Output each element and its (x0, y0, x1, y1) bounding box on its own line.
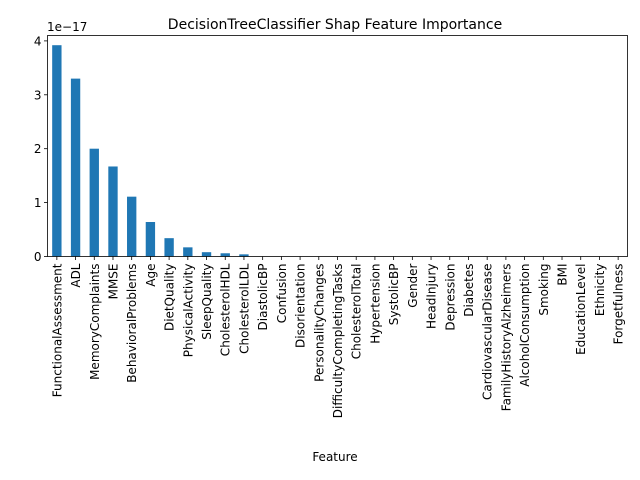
x-tick-label: DifficultyCompletingTasks (331, 264, 345, 419)
x-tick-label: SleepQuality (200, 264, 214, 340)
x-tick-label: Hypertension (368, 264, 382, 344)
x-tick-label: Disorientation (294, 264, 308, 348)
x-tick-label: DietQuality (163, 264, 177, 332)
x-tick-label: EducationLevel (574, 264, 588, 355)
bar (220, 253, 230, 257)
bar (52, 45, 62, 257)
bar (70, 78, 81, 257)
x-tick-label: MMSE (106, 264, 120, 300)
x-tick-label: CholesterolLDL (237, 263, 251, 354)
x-axis-ticks: FunctionalAssessment ADL MemoryComplaints M… (50, 256, 626, 419)
bar (183, 247, 193, 257)
x-tick-label: BehavioralProblems (125, 264, 139, 383)
x-tick-label: Gender (406, 263, 420, 307)
bar (108, 166, 118, 257)
y-axis-ticks: 0 1 2 3 4 (34, 34, 48, 264)
y-tick-label: 2 (34, 142, 42, 156)
y-tick-label: 4 (34, 34, 42, 48)
y-tick-label: 0 (34, 250, 42, 264)
x-tick-label: PhysicalActivity (181, 264, 195, 358)
y-tick-label: 1 (34, 196, 42, 210)
bar (239, 254, 249, 257)
x-tick-label: DiastolicBP (256, 264, 270, 331)
bar (145, 222, 156, 257)
x-tick-label: Ethnicity (593, 264, 607, 317)
x-tick-label: Forgetfulness (612, 264, 626, 345)
x-axis-label: Feature (312, 450, 357, 464)
y-tick-label: 3 (34, 88, 42, 102)
x-tick-label: BMI (556, 264, 570, 286)
x-tick-label: Depression (443, 264, 457, 331)
x-tick-label: FunctionalAssessment (50, 263, 64, 397)
x-tick-label: Confusion (275, 264, 289, 324)
x-tick-label: Diabetes (462, 264, 476, 317)
x-tick-label: ADL (69, 263, 83, 287)
x-tick-label: PersonalityChanges (312, 264, 326, 382)
x-tick-label: Age (144, 264, 158, 287)
x-tick-label: CholesterolHDL (219, 263, 233, 356)
bar (89, 148, 99, 257)
x-tick-label: HeadInjury (425, 264, 439, 330)
x-tick-label: CholesterolTotal (350, 264, 364, 360)
bar (127, 196, 137, 257)
bars-group (52, 45, 249, 257)
bar (201, 252, 212, 257)
x-tick-label: SystolicBP (387, 264, 401, 326)
x-tick-label: CardiovascularDisease (481, 264, 495, 400)
x-tick-label: Smoking (537, 264, 551, 316)
y-offset-label: 1e−17 (47, 20, 87, 34)
chart-title: DecisionTreeClassifier Shap Feature Impo… (168, 17, 502, 33)
x-tick-label: AlcoholConsumption (518, 264, 532, 387)
x-tick-label: FamilyHistoryAlzheimers (499, 264, 513, 412)
x-tick-label: MemoryComplaints (88, 264, 102, 380)
bar (164, 238, 174, 257)
